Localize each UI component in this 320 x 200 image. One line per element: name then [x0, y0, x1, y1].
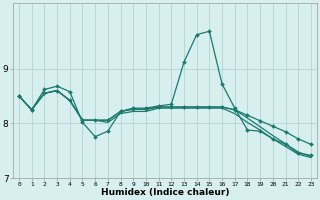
X-axis label: Humidex (Indice chaleur): Humidex (Indice chaleur)	[101, 188, 229, 197]
